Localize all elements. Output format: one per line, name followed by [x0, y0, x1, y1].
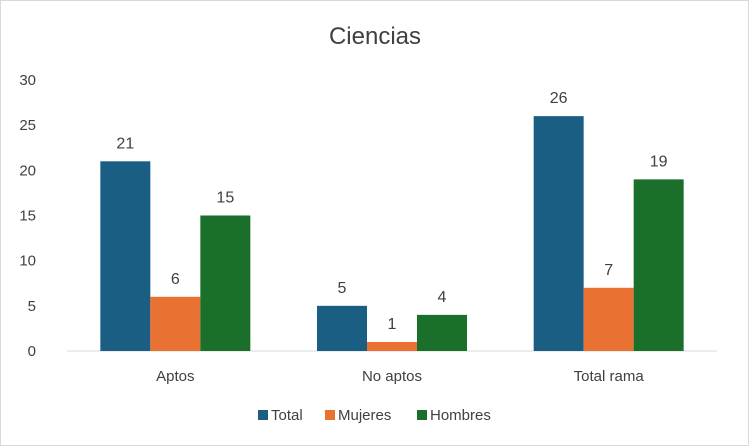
data-labels: 21 6 15 5 1 4 26 7 19	[116, 90, 667, 333]
y-tick-label: 25	[19, 117, 36, 134]
bar-total-total-rama	[533, 116, 584, 351]
bar-total-aptos	[100, 161, 151, 351]
bar-total-no-aptos	[317, 305, 367, 351]
y-tick-label: 0	[28, 343, 36, 360]
y-tick-label: 15	[19, 208, 36, 225]
y-tick-label: 5	[28, 298, 36, 315]
bar-hombres-no-aptos	[417, 314, 467, 351]
legend-item-total[interactable]: Total	[258, 407, 303, 424]
data-label-hombres-total-rama: 19	[650, 153, 668, 170]
bar-mujeres-aptos	[150, 296, 201, 351]
x-category-label: Aptos	[156, 368, 194, 385]
bar-hombres-total-rama	[633, 179, 684, 351]
legend-swatch	[417, 410, 427, 420]
y-tick-label: 20	[19, 162, 36, 179]
y-tick-label: 30	[19, 72, 36, 89]
legend-swatch	[258, 410, 268, 420]
bar-hombres-aptos	[200, 215, 251, 351]
legend-item-mujeres[interactable]: Mujeres	[325, 407, 391, 424]
y-tick-label: 10	[19, 253, 36, 270]
x-axis: Aptos No aptos Total rama	[156, 368, 644, 385]
legend-swatch	[325, 410, 335, 420]
data-label-hombres-aptos: 15	[216, 190, 234, 207]
data-label-hombres-no-aptos: 4	[438, 289, 447, 306]
bar-mujeres-no-aptos	[367, 341, 417, 351]
chart-title: Ciencias	[329, 23, 421, 50]
data-label-total-no-aptos: 5	[338, 280, 347, 297]
legend-item-hombres[interactable]: Hombres	[417, 407, 491, 424]
legend[interactable]: Total Mujeres Hombres	[258, 407, 491, 424]
data-label-total-total-rama: 26	[550, 90, 568, 107]
bar-mujeres-total-rama	[583, 287, 634, 351]
legend-label: Hombres	[430, 407, 491, 424]
bars	[100, 116, 684, 351]
x-category-label: No aptos	[362, 368, 422, 385]
legend-label: Total	[271, 407, 303, 424]
data-label-mujeres-no-aptos: 1	[388, 316, 397, 333]
legend-label: Mujeres	[338, 407, 391, 424]
y-axis: 0 5 10 15 20 25 30	[19, 72, 36, 360]
x-category-label: Total rama	[574, 368, 645, 385]
data-label-mujeres-aptos: 6	[171, 271, 180, 288]
data-label-mujeres-total-rama: 7	[604, 262, 613, 279]
data-label-total-aptos: 21	[116, 135, 134, 152]
